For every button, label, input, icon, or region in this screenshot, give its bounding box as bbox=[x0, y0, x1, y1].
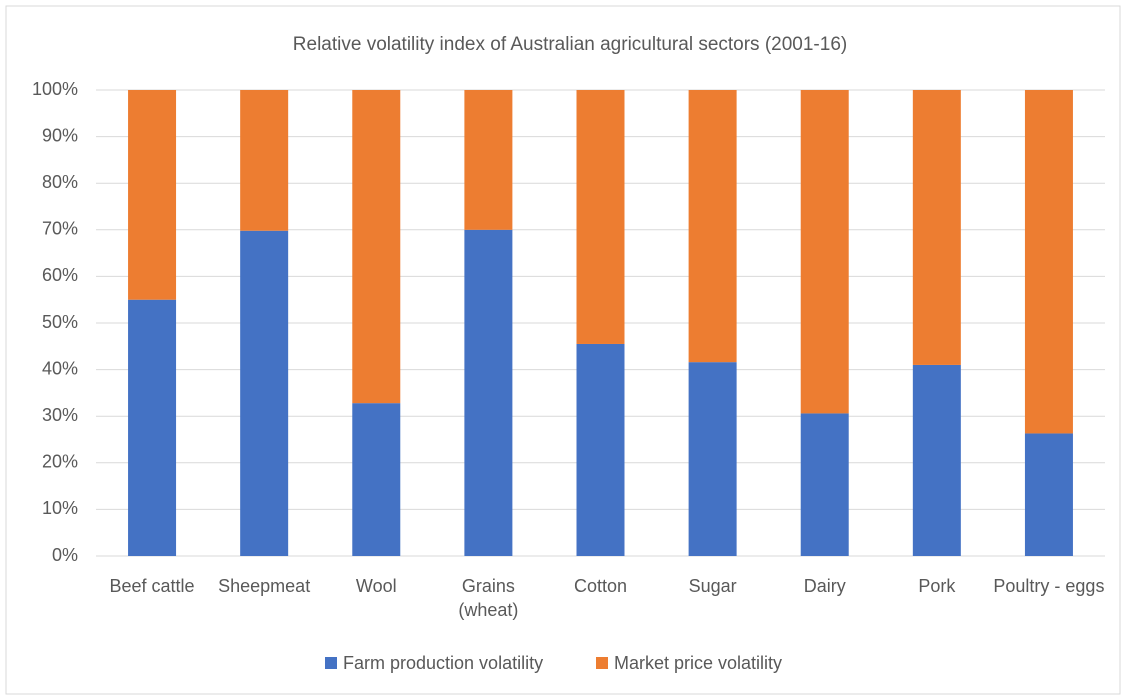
y-tick-label: 60% bbox=[42, 265, 78, 285]
bar-segment bbox=[240, 90, 289, 231]
x-tick-label: Poultry - eggs bbox=[993, 576, 1105, 596]
y-tick-label: 90% bbox=[42, 125, 78, 145]
chart-title: Relative volatility index of Australian … bbox=[293, 34, 847, 55]
legend-swatch bbox=[325, 657, 337, 669]
bar-segment bbox=[800, 413, 849, 556]
bar-segment bbox=[128, 299, 177, 556]
y-tick-label: 50% bbox=[42, 312, 78, 332]
x-tick-label: Grains (wheat) bbox=[458, 576, 519, 620]
y-tick-label: 100% bbox=[32, 79, 78, 99]
y-tick-label: 10% bbox=[42, 498, 78, 518]
bar-segment bbox=[352, 403, 401, 556]
x-tick-label: Beef cattle bbox=[109, 576, 195, 596]
y-tick-label: 40% bbox=[42, 358, 78, 378]
bar-segment bbox=[576, 90, 625, 344]
bar-segment bbox=[688, 362, 737, 556]
bar-segment bbox=[240, 230, 289, 556]
bar-segment bbox=[576, 343, 625, 556]
y-tick-label: 80% bbox=[42, 172, 78, 192]
legend-label: Farm production volatility bbox=[343, 653, 543, 673]
legend-swatch bbox=[596, 657, 608, 669]
y-tick-label: 0% bbox=[52, 545, 78, 565]
bar-segment bbox=[464, 90, 513, 230]
x-tick-label: Dairy bbox=[803, 576, 846, 596]
y-tick-label: 70% bbox=[42, 219, 78, 239]
bar-segment bbox=[128, 90, 177, 300]
y-tick-label: 20% bbox=[42, 452, 78, 472]
bar-segment bbox=[1024, 90, 1073, 434]
bar-segment bbox=[352, 90, 401, 404]
x-tick-label: Pork bbox=[918, 576, 956, 596]
bar-segment bbox=[912, 364, 961, 556]
bar-segment bbox=[1024, 433, 1073, 556]
y-tick-label: 30% bbox=[42, 405, 78, 425]
bar-segment bbox=[464, 229, 513, 557]
bar-segment bbox=[912, 90, 961, 365]
x-tick-label: Wool bbox=[355, 576, 397, 596]
legend-label: Market price volatility bbox=[614, 653, 782, 673]
x-tick-label: Sheepmeat bbox=[218, 576, 311, 596]
bar-segment bbox=[688, 90, 737, 363]
x-tick-label: Sugar bbox=[688, 576, 737, 596]
bar-segment bbox=[800, 90, 849, 414]
x-tick-label: Cotton bbox=[573, 576, 628, 596]
